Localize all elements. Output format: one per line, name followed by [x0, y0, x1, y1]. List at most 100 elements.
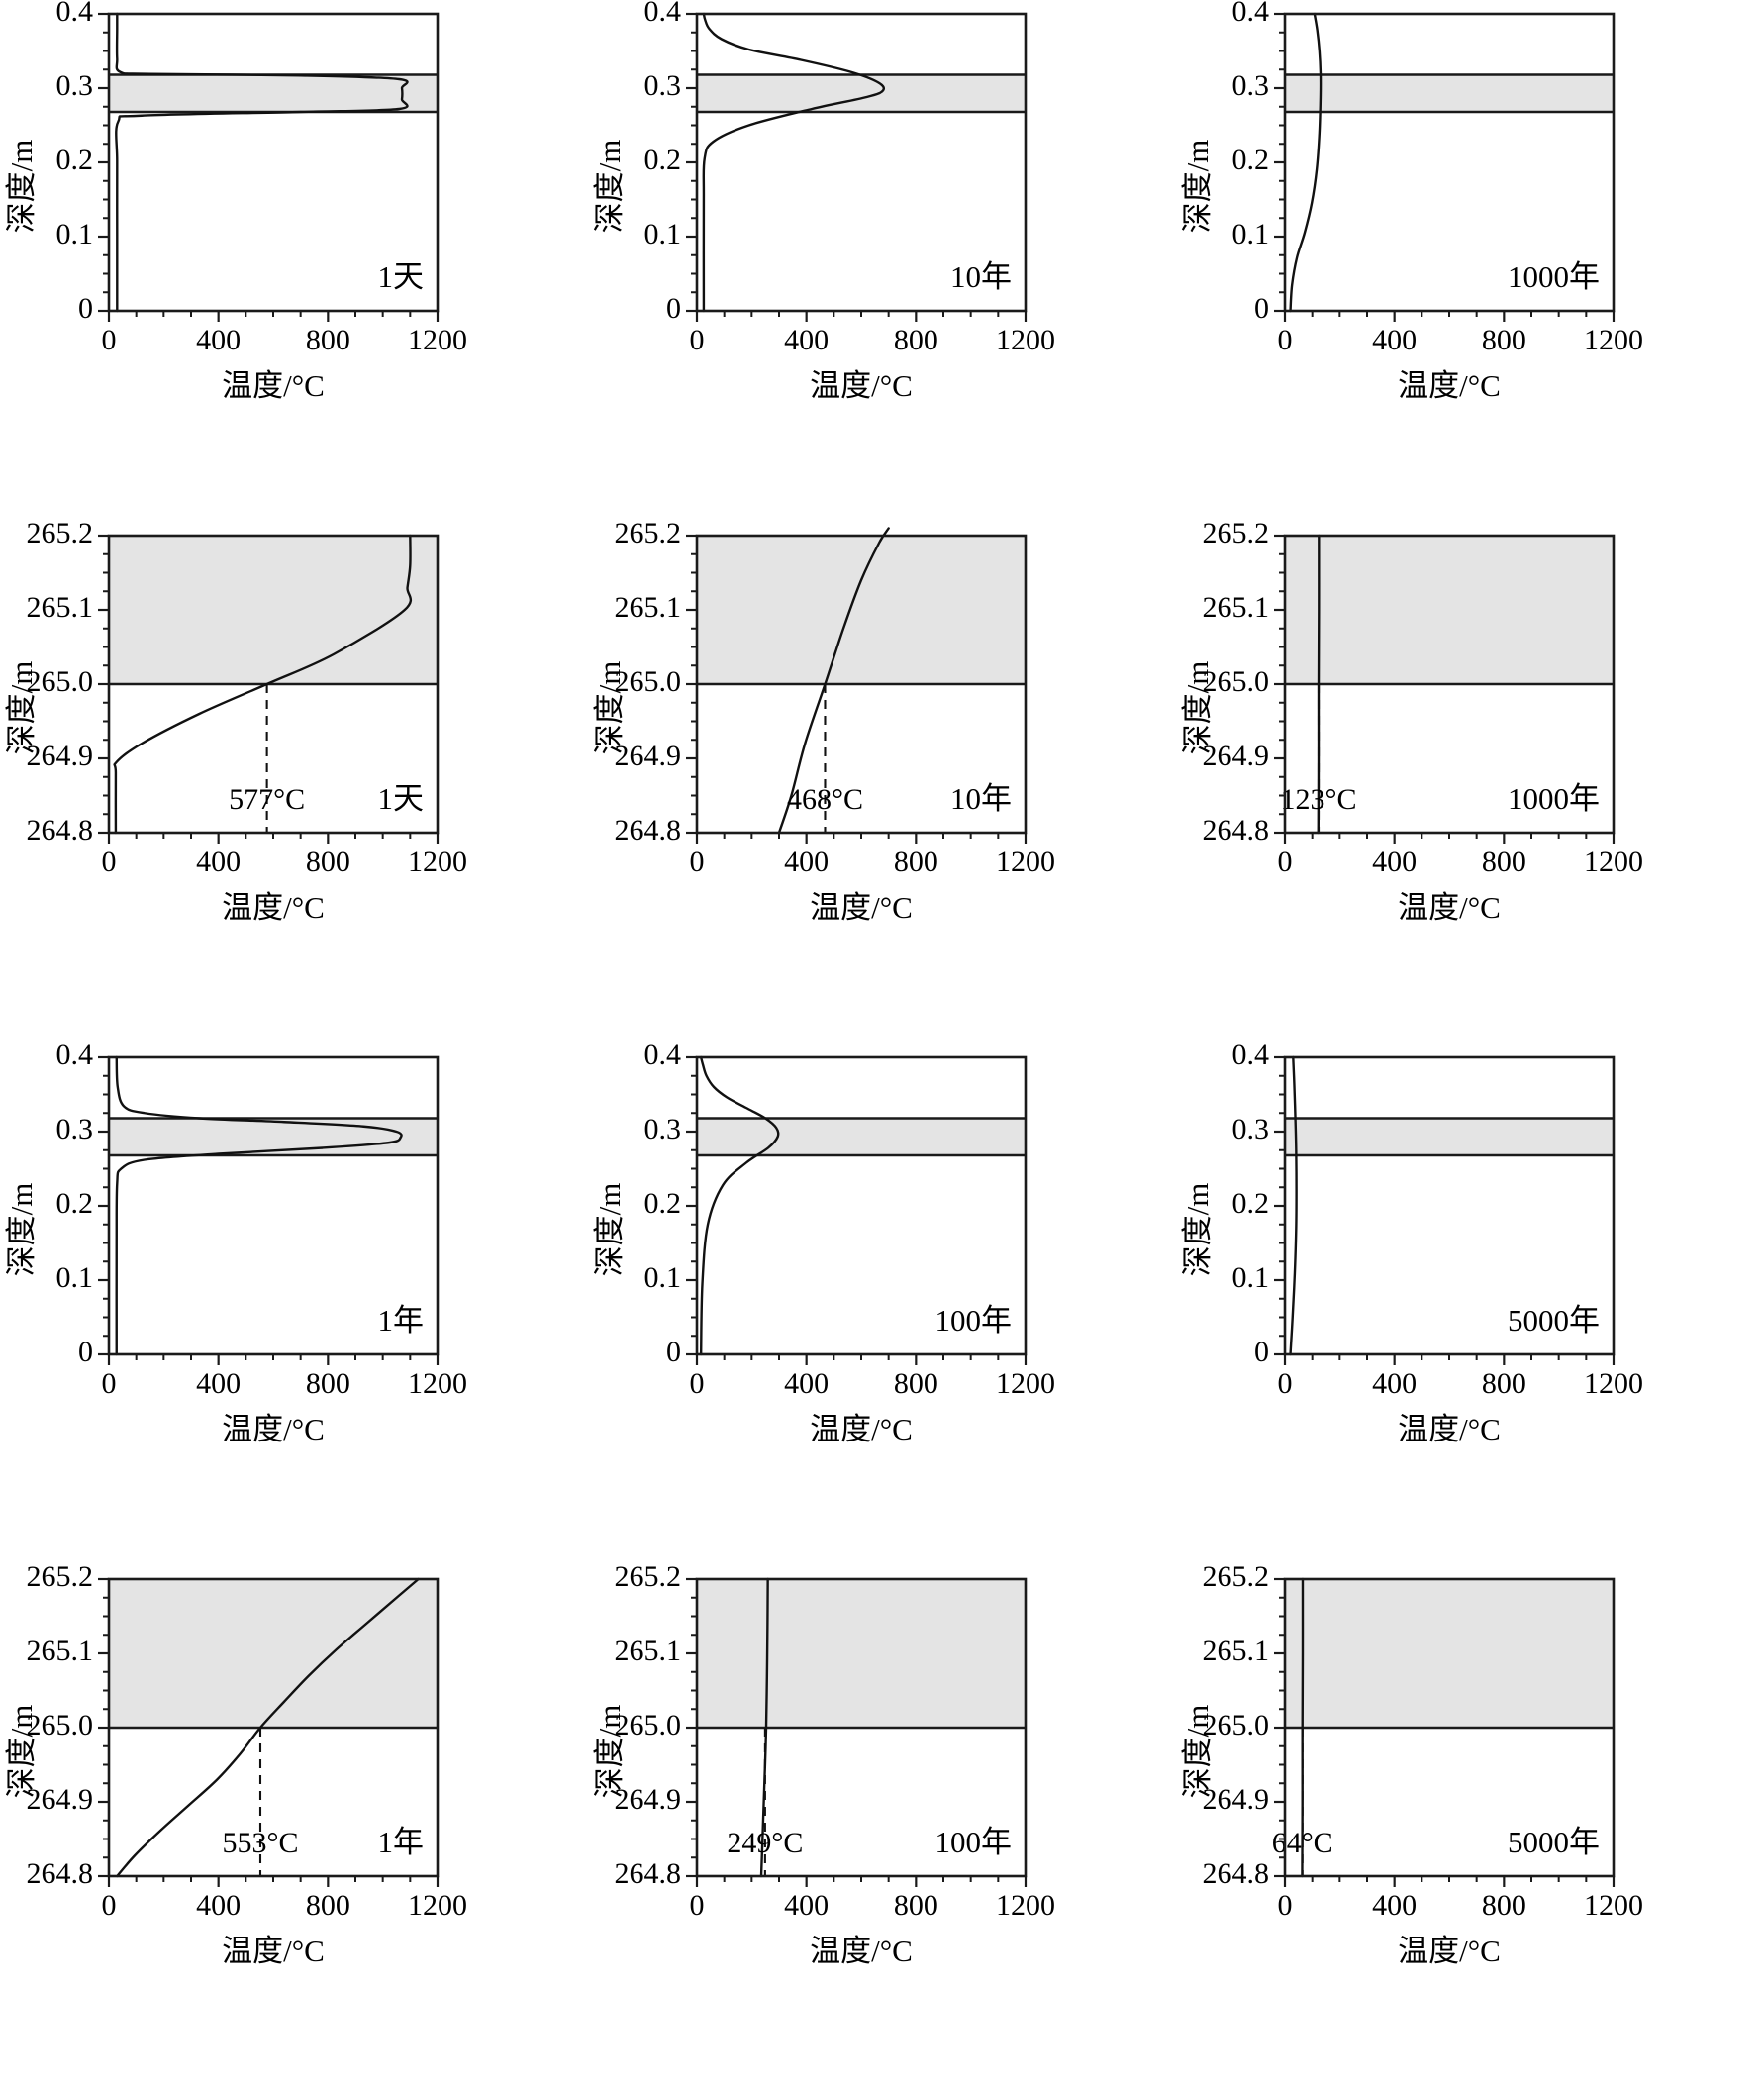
x-axis-tick-label: 800 [1482, 1367, 1526, 1400]
y-axis-tick-label: 0.1 [1232, 1261, 1270, 1294]
x-axis-title: 温度/°C [222, 1934, 325, 1968]
y-axis-tick-label: 0.3 [1232, 69, 1270, 102]
y-axis-tick-label: 265.0 [1203, 1709, 1270, 1741]
panel-time-label: 1年 [378, 1303, 425, 1338]
x-axis-tick-label: 800 [306, 1889, 350, 1922]
y-axis-tick-label: 0 [78, 1336, 93, 1368]
x-axis-tick-label: 400 [196, 324, 241, 356]
panel-time-label: 1000年 [1508, 259, 1600, 294]
x-axis-tick-label: 400 [1372, 845, 1417, 878]
y-axis-tick-label: 0.3 [56, 1113, 94, 1145]
x-axis-title: 温度/°C [222, 890, 325, 925]
y-axis-tick-label: 264.8 [615, 1857, 682, 1890]
x-axis-title: 温度/°C [1398, 1934, 1501, 1968]
chart-panel-2: 0 0.1 0.2 0.3 0.4 0 400 800 1200 温度/°C 深度/m 10年 [588, 0, 1176, 522]
shaded-band [697, 1579, 1026, 1728]
x-axis-tick-label: 1200 [996, 324, 1055, 356]
y-axis-tick-label: 264.9 [27, 1783, 94, 1816]
x-axis-title: 温度/°C [222, 1412, 325, 1446]
chart-panel-9: 0 0.1 0.2 0.3 0.4 0 400 800 1200 温度/°C 深度/m 5000年 [1176, 1039, 1764, 1565]
x-axis-tick-label: 0 [690, 1367, 705, 1400]
shaded-band [697, 1118, 1026, 1155]
x-axis-tick-label: 400 [784, 324, 829, 356]
plot-svg: 577°C 264.8 264.9 265.0 265.1 265.2 0 400 800 120… [4, 517, 467, 925]
y-axis-tick-label: 265.2 [615, 1560, 682, 1593]
x-axis-tick-label: 400 [784, 1889, 829, 1922]
x-axis-tick-label: 1200 [408, 1889, 467, 1922]
panel-time-label: 100年 [935, 1303, 1013, 1338]
chart-panel-4: 577°C 264.8 264.9 265.0 265.1 265.2 0 400 800 120… [0, 517, 588, 1044]
y-axis-tick-label: 0.1 [56, 1261, 94, 1294]
y-axis-title: 深度/m [1180, 661, 1215, 755]
y-axis-tick-label: 264.8 [27, 1857, 94, 1890]
x-axis-tick-label: 800 [1482, 324, 1526, 356]
shaded-band [1285, 1579, 1614, 1728]
chart-panel-8: 0 0.1 0.2 0.3 0.4 0 400 800 1200 温度/°C 深度/m 100年 [588, 1039, 1176, 1565]
y-axis-tick-label: 0.1 [644, 1261, 682, 1294]
x-axis-tick-label: 400 [196, 1889, 241, 1922]
y-axis-tick-label: 0 [666, 1336, 681, 1368]
y-axis-tick-label: 265.0 [27, 665, 94, 698]
x-axis-tick-label: 400 [196, 1367, 241, 1400]
y-axis-title: 深度/m [1180, 1705, 1215, 1799]
y-axis-tick-label: 265.2 [27, 1560, 94, 1593]
plot-svg: 249°C 264.8 264.9 265.0 265.1 265.2 0 400 800 120… [592, 1560, 1055, 1968]
y-axis-tick-label: 0.1 [56, 218, 94, 250]
x-axis-tick-label: 0 [102, 1367, 117, 1400]
shaded-band [1285, 1118, 1614, 1155]
x-axis-title: 温度/°C [222, 368, 325, 403]
annotation-temperature-label: 468°C [787, 783, 863, 816]
x-axis-tick-label: 400 [196, 845, 241, 878]
y-axis-tick-label: 264.9 [615, 740, 682, 772]
chart-panel-10: 553°C 264.8 264.9 265.0 265.1 265.2 0 400 800 120… [0, 1560, 588, 2087]
x-axis-tick-label: 1200 [1584, 324, 1643, 356]
plot-svg: 553°C 264.8 264.9 265.0 265.1 265.2 0 400 800 120… [4, 1560, 467, 1968]
y-axis-tick-label: 0.3 [644, 69, 682, 102]
y-axis-tick-label: 265.1 [615, 1635, 682, 1667]
x-axis-tick-label: 800 [306, 845, 350, 878]
y-axis-tick-label: 0.2 [644, 1187, 682, 1220]
chart-panel-7: 0 0.1 0.2 0.3 0.4 0 400 800 1200 温度/°C 深度/m 1年 [0, 1039, 588, 1565]
y-axis-tick-label: 0.3 [56, 69, 94, 102]
y-axis-tick-label: 265.0 [615, 1709, 682, 1741]
panel-time-label: 100年 [935, 1825, 1013, 1859]
x-axis-tick-label: 0 [102, 1889, 117, 1922]
x-axis-title: 温度/°C [810, 368, 913, 403]
y-axis-tick-label: 0 [1254, 292, 1269, 325]
y-axis-tick-label: 0.3 [644, 1113, 682, 1145]
chart-panel-3: 0 0.1 0.2 0.3 0.4 0 400 800 1200 温度/°C 深度/m 1000年 [1176, 0, 1764, 522]
y-axis-title: 深度/m [4, 1183, 39, 1277]
plot-svg: 0 0.1 0.2 0.3 0.4 0 400 800 1200 温度/°C 深度/m 1000年 [1180, 0, 1643, 403]
chart-panel-12: 64°C 264.8 264.9 265.0 265.1 265.2 0 400 800 1200… [1176, 1560, 1764, 2087]
x-axis-title: 温度/°C [1398, 368, 1501, 403]
temperature-profile-curve [115, 1055, 403, 1356]
annotation-temperature-label: 123°C [1281, 783, 1357, 816]
y-axis-tick-label: 265.1 [1203, 591, 1270, 624]
panel-time-label: 1000年 [1508, 781, 1600, 816]
temperature-profile-curve [1289, 12, 1323, 313]
annotation-temperature-label: 553°C [222, 1827, 298, 1859]
y-axis-tick-label: 0.2 [1232, 144, 1270, 176]
x-axis-tick-label: 1200 [996, 1889, 1055, 1922]
y-axis-tick-label: 264.8 [1203, 814, 1270, 846]
y-axis-tick-label: 0 [1254, 1336, 1269, 1368]
x-axis-tick-label: 1200 [1584, 1889, 1643, 1922]
x-axis-tick-label: 800 [894, 1367, 938, 1400]
x-axis-tick-label: 800 [1482, 845, 1526, 878]
shaded-band [697, 74, 1026, 112]
y-axis-tick-label: 264.9 [615, 1783, 682, 1816]
y-axis-tick-label: 0.4 [56, 0, 94, 28]
plot-svg: 123°C 264.8 264.9 265.0 265.1 265.2 0 400 800 120… [1180, 517, 1643, 925]
x-axis-tick-label: 0 [690, 1889, 705, 1922]
y-axis-tick-label: 0.2 [1232, 1187, 1270, 1220]
y-axis-tick-label: 265.2 [27, 517, 94, 549]
shaded-band [1285, 74, 1614, 112]
y-axis-title: 深度/m [592, 1705, 627, 1799]
x-axis-tick-label: 0 [1278, 845, 1293, 878]
y-axis-title: 深度/m [1180, 140, 1215, 234]
plot-svg: 0 0.1 0.2 0.3 0.4 0 400 800 1200 温度/°C 深度/m 5000年 [1180, 1039, 1643, 1446]
temperature-profile-curve [777, 527, 890, 835]
y-axis-title: 深度/m [4, 1705, 39, 1799]
shaded-band [109, 74, 438, 112]
plot-svg: 468°C 264.8 264.9 265.0 265.1 265.2 0 400 800 120… [592, 517, 1055, 925]
